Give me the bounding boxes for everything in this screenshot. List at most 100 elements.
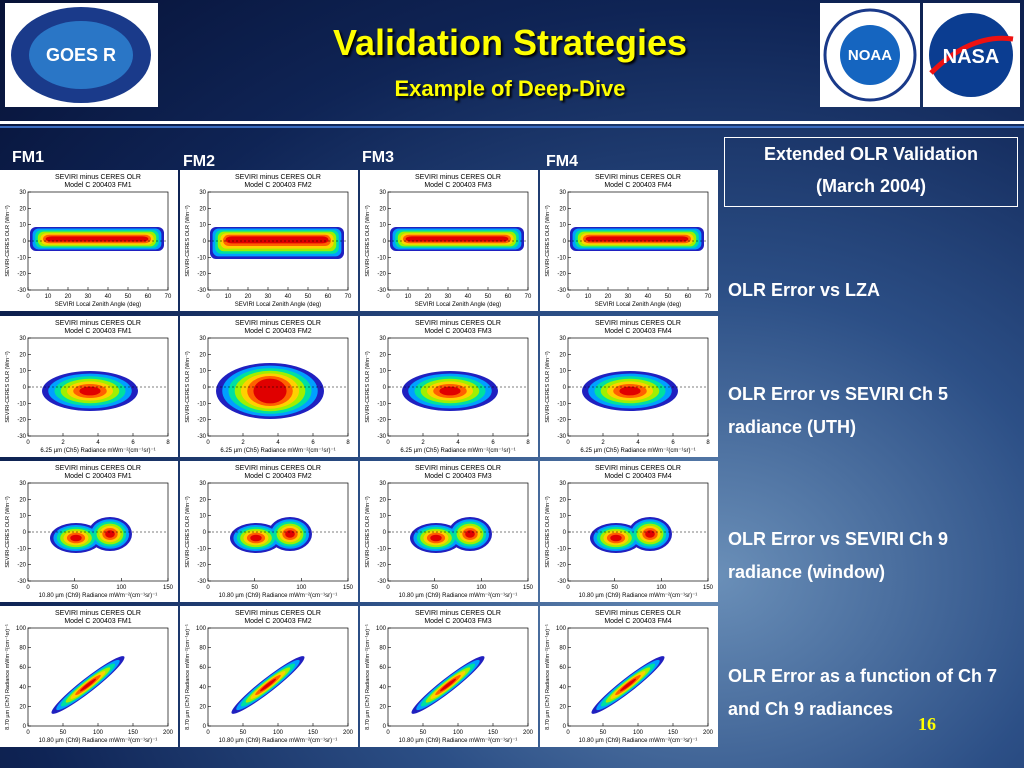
- density: [253, 378, 287, 404]
- y-tick-label: 40: [19, 685, 26, 691]
- x-tick-label: 20: [425, 294, 432, 300]
- y-tick-label: 0: [563, 239, 567, 245]
- x-tick-label: 150: [308, 730, 319, 736]
- x-axis-label: 10.80 µm (Ch9) Radiance mWm⁻²(cm⁻¹sr)⁻¹: [219, 738, 338, 744]
- x-tick-label: 8: [706, 440, 710, 446]
- column-label: FM2: [183, 153, 215, 170]
- x-tick-label: 0: [566, 730, 570, 736]
- y-axis-label: SEVIRI-CERES OLR (Wm⁻²): [365, 205, 371, 277]
- y-tick-label: 30: [19, 481, 26, 487]
- x-tick-label: 70: [165, 294, 172, 300]
- y-tick-label: 20: [19, 497, 26, 503]
- x-tick-label: 200: [523, 730, 534, 736]
- y-tick-label: -30: [377, 288, 386, 294]
- y-tick-label: 20: [379, 497, 386, 503]
- x-tick-label: 4: [456, 440, 460, 446]
- x-tick-label: 60: [505, 294, 512, 300]
- panel-title: SEVIRI minus CERES OLR: [55, 174, 141, 181]
- y-tick-label: 0: [203, 385, 207, 391]
- column-label: FM3: [362, 149, 394, 166]
- x-tick-label: 0: [566, 585, 570, 591]
- density: [285, 530, 295, 538]
- y-tick-label: 100: [376, 626, 387, 632]
- x-axis-label: 6.25 µm (Ch5) Radiance mWm⁻²(cm⁻¹sr)⁻¹: [40, 448, 155, 454]
- x-tick-label: 0: [26, 294, 30, 300]
- density: [430, 534, 442, 542]
- x-axis-label: SEVIRI Local Zenith Angle (deg): [55, 302, 141, 308]
- x-tick-label: 50: [305, 294, 312, 300]
- y-tick-label: 10: [19, 223, 26, 229]
- y-axis-label: SEVIRI-CERES OLR (Wm⁻²): [545, 205, 551, 277]
- x-tick-label: 20: [65, 294, 72, 300]
- x-tick-label: 70: [525, 294, 532, 300]
- y-tick-label: -20: [17, 563, 26, 569]
- x-axis-label: SEVIRI Local Zenith Angle (deg): [415, 302, 501, 308]
- y-tick-label: 0: [203, 530, 207, 536]
- x-tick-label: 100: [656, 585, 667, 591]
- y-tick-label: 30: [199, 481, 206, 487]
- panel-model: Model C 200403 FM3: [424, 182, 491, 189]
- y-tick-label: 0: [203, 239, 207, 245]
- x-axis-label: 10.80 µm (Ch9) Radiance mWm⁻²(cm⁻¹sr)⁻¹: [219, 593, 338, 599]
- x-tick-label: 60: [325, 294, 332, 300]
- panel-title: SEVIRI minus CERES OLR: [415, 610, 501, 617]
- noaa-logo: NOAA: [820, 3, 920, 107]
- x-tick-label: 2: [601, 440, 605, 446]
- x-tick-label: 50: [251, 585, 258, 591]
- y-tick-label: -10: [377, 255, 386, 261]
- x-tick-label: 200: [343, 730, 354, 736]
- page-number: 16: [918, 714, 936, 734]
- box-line: Extended OLR Validation: [763, 144, 979, 164]
- x-axis-label: 6.25 µm (Ch5) Radiance mWm⁻²(cm⁻¹sr)⁻¹: [400, 448, 515, 454]
- y-tick-label: 20: [199, 206, 206, 212]
- x-tick-label: 100: [116, 585, 127, 591]
- y-tick-label: -30: [377, 434, 386, 440]
- x-tick-label: 60: [145, 294, 152, 300]
- x-tick-label: 0: [206, 440, 210, 446]
- y-tick-label: -20: [557, 418, 566, 424]
- x-tick-label: 30: [265, 294, 272, 300]
- x-tick-label: 150: [703, 585, 714, 591]
- y-tick-label: -20: [197, 418, 206, 424]
- x-axis-label: 10.80 µm (Ch9) Radiance mWm⁻²(cm⁻¹sr)⁻¹: [399, 738, 518, 744]
- y-axis-label: SEVIRI-CERES OLR (Wm⁻²): [5, 205, 11, 277]
- y-tick-label: 0: [563, 385, 567, 391]
- x-axis-label: 10.80 µm (Ch9) Radiance mWm⁻²(cm⁻¹sr)⁻¹: [39, 738, 158, 744]
- density: [259, 678, 277, 692]
- density: [225, 236, 329, 244]
- y-tick-label: 100: [196, 626, 207, 632]
- y-tick-label: 10: [19, 514, 26, 520]
- logo-globe: [29, 21, 133, 89]
- note: OLR Error vs LZA: [728, 280, 881, 300]
- x-tick-label: 100: [476, 585, 487, 591]
- x-tick-label: 200: [703, 730, 714, 736]
- density: [610, 534, 622, 542]
- y-tick-label: 0: [563, 724, 567, 730]
- panel-model: Model C 200403 FM2: [244, 182, 311, 189]
- x-tick-label: 6: [671, 440, 675, 446]
- y-tick-label: -30: [557, 434, 566, 440]
- y-tick-label: 10: [379, 514, 386, 520]
- y-axis-label: SEVIRI-CERES OLR (Wm⁻²): [365, 496, 371, 568]
- x-tick-label: 8: [346, 440, 350, 446]
- density: [105, 530, 115, 538]
- y-tick-label: 10: [379, 223, 386, 229]
- x-tick-label: 8: [166, 440, 170, 446]
- x-tick-label: 100: [273, 730, 284, 736]
- x-tick-label: 150: [343, 585, 354, 591]
- y-axis-label: 8.70 µm (Ch7) Radiance mWm⁻²(cm⁻¹sr)⁻¹: [365, 624, 371, 730]
- y-axis-label: SEVIRI-CERES OLR (Wm⁻²): [545, 496, 551, 568]
- x-tick-label: 40: [105, 294, 112, 300]
- y-tick-label: 0: [383, 239, 387, 245]
- x-tick-label: 0: [386, 294, 390, 300]
- logo-swoosh: [929, 35, 1014, 75]
- y-tick-label: 30: [19, 190, 26, 196]
- x-tick-label: 0: [206, 294, 210, 300]
